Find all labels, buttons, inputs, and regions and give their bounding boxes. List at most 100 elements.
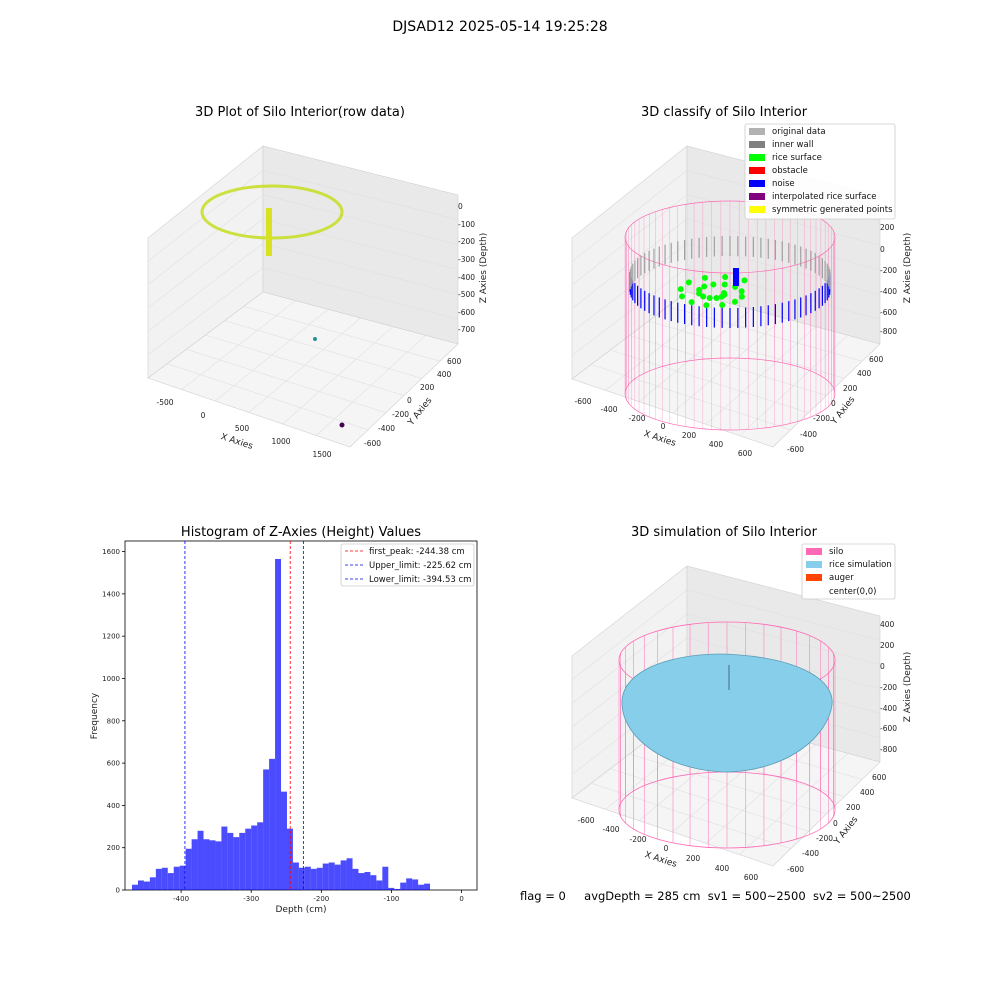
classify-z-tick: 200 — [880, 223, 895, 232]
histogram-bar — [167, 873, 174, 890]
histogram-title: Histogram of Z-Axies (Height) Values — [181, 525, 421, 540]
rice-surface-point — [701, 283, 708, 290]
legend-label: noise — [772, 179, 795, 189]
legend-swatch — [806, 561, 822, 568]
classify-y-tick: 600 — [869, 355, 884, 364]
raw-plot-points — [200, 182, 345, 428]
legend-label: original data — [772, 127, 826, 137]
z-gridline — [571, 243, 881, 333]
sim-y-tick: -600 — [787, 865, 804, 874]
x-tick-label: -100 — [384, 895, 400, 903]
rice-surface-point — [696, 286, 703, 293]
legend-swatch — [749, 193, 765, 200]
raw-y-tick: 0 — [407, 396, 412, 405]
histogram-x-ticks: -400 -300 -200 -100 0 — [173, 890, 464, 903]
y-tick-label: 400 — [107, 802, 120, 810]
histogram-bar — [376, 880, 383, 890]
rice-surface-point — [688, 299, 695, 306]
histogram-bar — [132, 884, 138, 890]
rice-surface-point — [677, 286, 684, 293]
sim-z-tick: 200 — [880, 641, 895, 650]
histogram-bar — [286, 828, 293, 890]
raw-y-tick: 400 — [437, 370, 452, 379]
sim-z-label: Z Axies (Depth) — [903, 652, 913, 723]
classify-x-tick: 400 — [709, 440, 724, 449]
raw-x-tick: 0 — [201, 411, 206, 420]
histogram-legend: first_peak: -244.38 cm Upper_limit: -225… — [340, 543, 475, 587]
sim-x-label: X Axies — [643, 850, 678, 870]
legend-swatch — [749, 128, 765, 135]
legend-swatch — [749, 167, 765, 174]
floor-gridline — [739, 753, 849, 855]
raw-x-label: X Axies — [219, 432, 254, 452]
histogram-bar — [340, 860, 347, 890]
classify-z-tick: -200 — [880, 266, 897, 275]
classify-x-label: X Axies — [642, 429, 677, 449]
histogram-bar — [161, 867, 168, 890]
rice-surface-point — [731, 298, 738, 305]
sim-x-tick: 0 — [664, 844, 669, 853]
histogram-bar — [412, 879, 419, 890]
y-tick-label: 1000 — [102, 675, 120, 683]
raw-z-tick: -300 — [458, 255, 475, 264]
rice-surface-point — [718, 293, 725, 300]
classify-plot-title: 3D classify of Silo Interior — [641, 105, 808, 120]
simulation-3d-panel: 3D simulation of Silo Interior -600 -400… — [571, 525, 913, 882]
histogram-bar — [292, 862, 299, 890]
histogram-bar — [239, 832, 246, 890]
legend-label: obstacle — [772, 166, 808, 176]
raw-y-tick: 600 — [447, 357, 462, 366]
sim-y-tick: 0 — [833, 819, 838, 828]
z-gridline — [571, 613, 881, 704]
raw-z-tick: -500 — [458, 290, 475, 299]
rice-surface-point — [719, 301, 726, 308]
histogram-bar — [352, 868, 359, 890]
sim-x-tick: 200 — [686, 854, 701, 863]
histogram-bar — [316, 867, 323, 890]
histogram-bar — [418, 884, 425, 890]
histogram-y-ticks: 0 200 400 600 800 1000 1200 1400 1600 — [102, 548, 125, 895]
classify-y-tick: 400 — [857, 369, 872, 378]
floor-gridline — [739, 335, 849, 436]
raw-x-tick: 500 — [235, 424, 250, 433]
raw-x-tick: 1000 — [271, 437, 290, 446]
status-line: flag = 0 avgDepth = 285 cm sv1 = 500~250… — [520, 889, 990, 903]
rice-surface-point — [721, 281, 728, 288]
sim-z-tick: 0 — [880, 662, 885, 671]
raw-outlier-point — [313, 337, 317, 341]
classify-x-tick: -200 — [628, 414, 645, 423]
z-gridline — [571, 194, 881, 286]
legend-label: inner wall — [772, 140, 813, 150]
raw-z-tick: -700 — [458, 325, 475, 334]
classify-y-tick: 0 — [831, 399, 836, 408]
histogram-reference-lines — [184, 541, 304, 890]
raw-outlier-point — [339, 422, 345, 428]
histogram-bar — [310, 868, 317, 890]
rice-surface-point — [738, 288, 745, 295]
sim-y-tick: 400 — [860, 788, 875, 797]
rice-surface-point — [738, 293, 745, 300]
histogram-bar — [304, 866, 311, 890]
histogram-bar — [209, 840, 216, 890]
histogram-bar — [245, 828, 252, 890]
classify-z-tick: 0 — [880, 245, 885, 254]
classify-3d-panel: 3D classify of Silo Interior -600 -400 -… — [571, 105, 913, 458]
classify-z-label: Z Axies (Depth) — [903, 233, 913, 304]
legend-label: rice surface — [772, 153, 822, 163]
rice-surface-point — [713, 294, 720, 301]
rice-surface-point — [706, 294, 713, 301]
sim-z-tick: -600 — [880, 724, 897, 733]
histogram-bar — [149, 877, 156, 890]
histogram-bar — [358, 873, 365, 890]
histogram-bar — [173, 866, 180, 890]
raw-z-tick: -100 — [458, 220, 475, 229]
histogram-bar — [298, 867, 305, 890]
legend-label: silo — [829, 547, 843, 557]
simulation-plot-title: 3D simulation of Silo Interior — [631, 525, 818, 540]
raw-plot-title: 3D Plot of Silo Interior(row data) — [195, 105, 405, 120]
sim-x-tick: -400 — [602, 825, 619, 834]
histogram-bar — [197, 830, 204, 890]
y-tick-label: 1400 — [102, 590, 120, 598]
histogram-bar — [281, 791, 287, 890]
